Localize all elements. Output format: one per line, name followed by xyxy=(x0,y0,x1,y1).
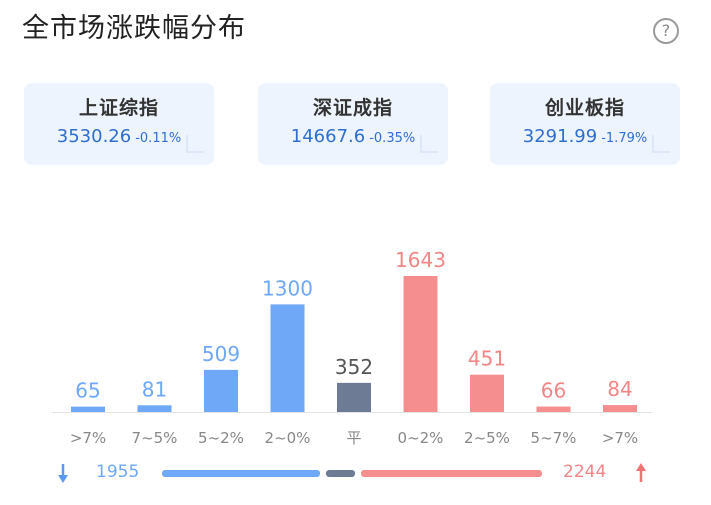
distribution-chart: 65 >7% 81 7~5% 509 5~2% 1300 2~0% 352 平 1643 0~2% 45… xyxy=(52,248,652,447)
data-label: 1643 xyxy=(395,248,446,272)
flat-ratio-bar xyxy=(326,470,355,477)
category-label: 7~5% xyxy=(132,429,178,447)
bar[interactable] xyxy=(603,405,637,412)
mini-chart-icon xyxy=(186,135,204,153)
help-icon[interactable]: ? xyxy=(653,18,679,44)
bar[interactable] xyxy=(536,406,571,412)
index-name: 创业板指 xyxy=(544,97,625,119)
index-value: 3530.26 xyxy=(56,126,132,147)
category-label: >7% xyxy=(602,429,638,447)
index-name: 深证成指 xyxy=(312,97,393,119)
data-label: 1300 xyxy=(262,276,313,300)
arrow-up-icon xyxy=(636,463,646,482)
page-title: 全市场涨跌幅分布 xyxy=(22,13,246,44)
category-label: 2~0% xyxy=(265,429,311,447)
category-label: 平 xyxy=(346,429,361,447)
data-label: 451 xyxy=(468,347,506,371)
bar[interactable] xyxy=(270,304,305,412)
category-label: 0~2% xyxy=(398,429,444,447)
arrow-down-icon xyxy=(58,464,68,483)
index-change: -0.11% xyxy=(135,131,182,146)
index-value: 14667.6 xyxy=(290,126,366,147)
index-name: 上证综指 xyxy=(78,97,159,119)
up-count: 2244 xyxy=(563,462,607,482)
index-value: 3291.99 xyxy=(522,126,598,147)
mini-chart-icon xyxy=(420,135,438,153)
category-label: 5~7% xyxy=(531,429,577,447)
data-label: 66 xyxy=(541,379,566,403)
category-label: 5~2% xyxy=(198,429,244,447)
index-card-chinext[interactable]: 创业板指 3291.99 -1.79% xyxy=(490,83,680,165)
bar[interactable] xyxy=(71,406,105,412)
category-label: 2~5% xyxy=(464,429,510,447)
mini-chart-icon xyxy=(652,135,670,153)
category-label: >7% xyxy=(70,429,106,447)
data-label: 509 xyxy=(202,342,240,366)
up-ratio-bar xyxy=(360,470,542,477)
index-card-shanghai[interactable]: 上证综指 3530.26 -0.11% xyxy=(24,83,214,165)
down-count: 1955 xyxy=(96,462,140,482)
bar[interactable] xyxy=(403,276,438,412)
index-card-shenzhen[interactable]: 深证成指 14667.6 -0.35% xyxy=(258,83,448,165)
bar[interactable] xyxy=(337,382,371,412)
bar[interactable] xyxy=(137,405,172,412)
index-change: -0.35% xyxy=(369,131,416,146)
data-label: 84 xyxy=(607,377,632,401)
data-label: 352 xyxy=(335,355,373,379)
down-ratio-bar xyxy=(162,470,321,477)
data-label: 65 xyxy=(75,379,100,403)
index-change: -1.79% xyxy=(601,131,648,146)
bar[interactable] xyxy=(204,369,238,412)
bar[interactable] xyxy=(470,374,504,412)
data-label: 81 xyxy=(142,377,167,401)
